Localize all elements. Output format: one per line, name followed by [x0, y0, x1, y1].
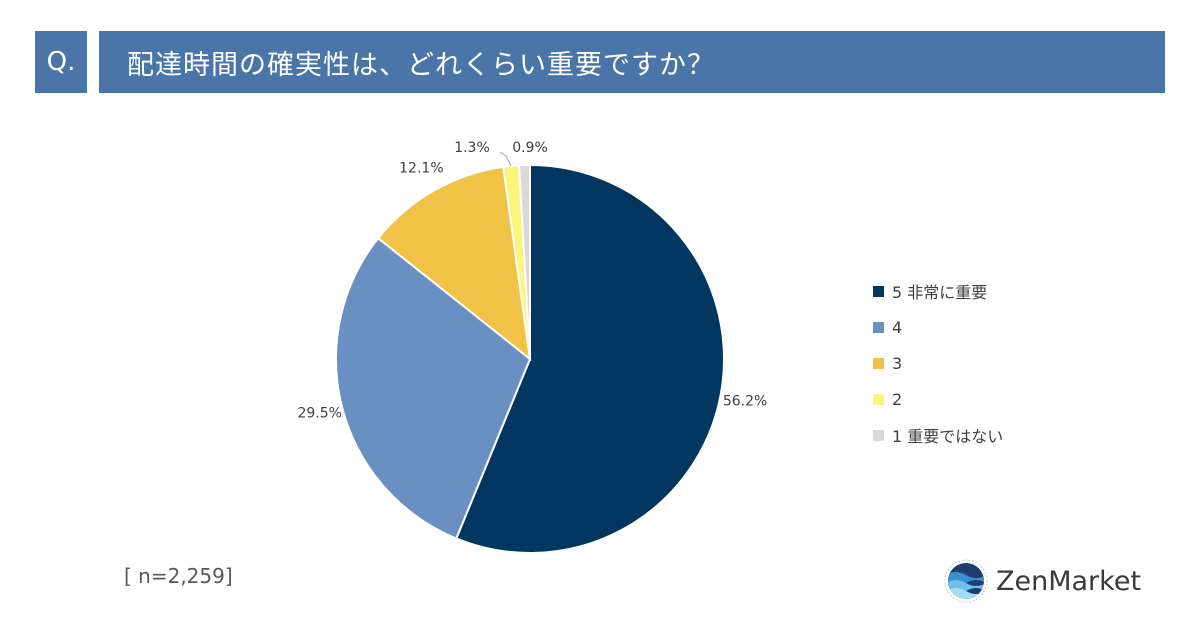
- slice-data-label: 29.5%: [297, 406, 341, 422]
- legend-swatch: [873, 393, 884, 405]
- legend-label: 3: [892, 353, 903, 373]
- legend-item: 3: [873, 345, 1003, 381]
- legend-swatch: [873, 285, 884, 297]
- brand-logo: ZenMarket: [944, 556, 1141, 606]
- legend-swatch: [873, 357, 884, 369]
- pie-slice: [517, 163, 531, 360]
- legend-item: 4: [873, 309, 1003, 345]
- wave-globe-icon: [944, 559, 988, 603]
- pie-slice: [376, 165, 532, 362]
- legend-item: 5 非常に重要: [873, 273, 1003, 309]
- page-title: 配達時間の確実性は、どれくらい重要ですか？: [99, 31, 1165, 93]
- slice-data-label: 56.2%: [723, 393, 767, 409]
- question-label: Q.: [35, 31, 87, 93]
- legend-item: 2: [873, 381, 1003, 417]
- legend-swatch: [873, 321, 884, 333]
- legend-label: 4: [892, 317, 903, 337]
- pie-slice: [335, 236, 532, 540]
- legend-label: 1 重要ではない: [892, 427, 1004, 446]
- brand-name: ZenMarket: [996, 565, 1142, 597]
- chart-legend: 5 非常に重要 4 3 2 1 重要ではない: [873, 273, 1003, 453]
- sample-size-note: [ n=2,259]: [124, 564, 233, 588]
- pie-slice: [455, 163, 725, 554]
- slice-data-label: 0.9%: [512, 140, 548, 156]
- legend-label: 5 非常に重要: [892, 283, 988, 302]
- legend-label: 2: [892, 389, 903, 409]
- legend-swatch: [873, 429, 884, 441]
- legend-item: 1 重要ではない: [873, 417, 1003, 453]
- slice-data-label: 12.1%: [399, 161, 443, 177]
- label-leader-line: [499, 151, 512, 167]
- slice-data-label: 1.3%: [454, 140, 490, 156]
